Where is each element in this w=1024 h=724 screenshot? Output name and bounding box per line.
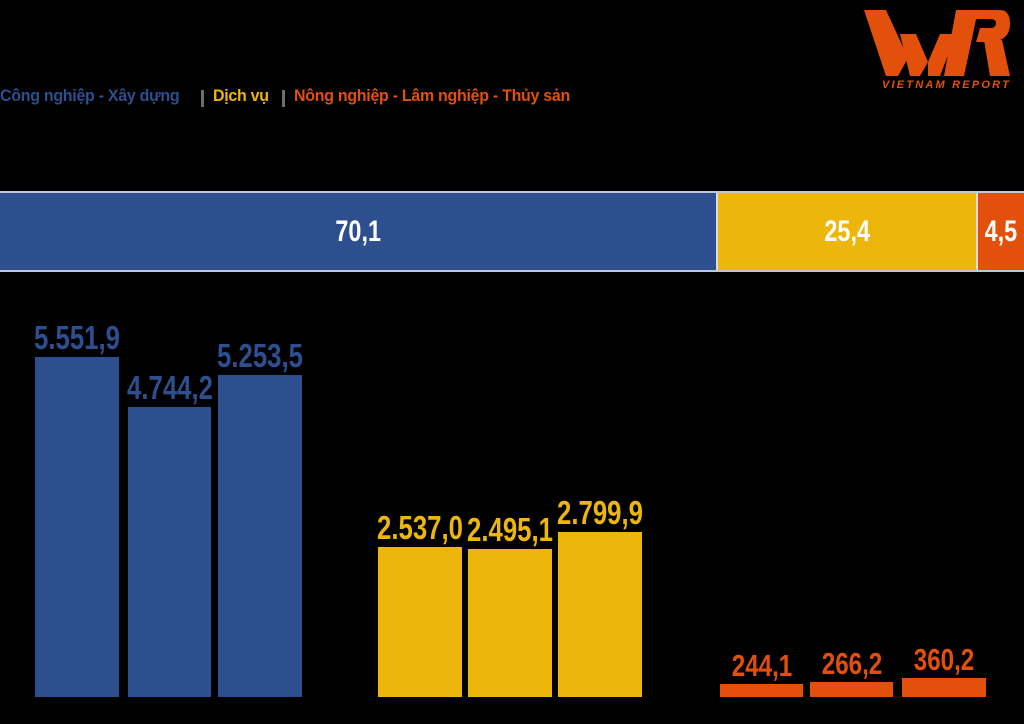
bar-fill-yellow-2 bbox=[468, 549, 552, 697]
bar-fill-orange-1 bbox=[720, 684, 803, 697]
bar-label-blue-3: 5.253,5 bbox=[217, 337, 303, 374]
bar-fill-orange-2 bbox=[810, 682, 893, 697]
bar-label-yellow-2: 2.495,1 bbox=[467, 511, 553, 548]
bar-yellow-1[interactable]: 2.537,0 bbox=[377, 511, 463, 697]
vietnam-report-logo: VIETNAM REPORT bbox=[860, 6, 1010, 92]
bar-fill-blue-2 bbox=[128, 407, 211, 697]
bar-orange-1[interactable]: 244,1 bbox=[720, 650, 803, 697]
bar-yellow-3[interactable]: 2.799,9 bbox=[557, 496, 643, 697]
bar-label-yellow-3: 2.799,9 bbox=[557, 494, 643, 531]
stacked-segment-cong-nghiep[interactable]: 70,1 bbox=[0, 193, 718, 270]
legend-item-cong-nghiep-xay-dung[interactable]: Công nghiệp - Xây dựng bbox=[0, 86, 180, 105]
bar-blue-1[interactable]: 5.551,9 bbox=[34, 321, 120, 697]
grouped-column-chart: 5.551,9 4.744,2 5.253,5 2.537,0 2.495,1 … bbox=[0, 280, 1024, 724]
bar-label-blue-2: 4.744,2 bbox=[126, 369, 213, 406]
bar-fill-yellow-1 bbox=[378, 547, 462, 697]
bar-orange-2[interactable]: 266,2 bbox=[810, 648, 893, 697]
stacked-segment-label-cong-nghiep: 70,1 bbox=[335, 214, 381, 248]
bar-fill-orange-3 bbox=[902, 678, 986, 697]
bar-fill-blue-1 bbox=[35, 357, 119, 697]
stacked-percentage-bar: 70,1 25,4 4,5 bbox=[0, 191, 1024, 272]
legend-item-nong-lam-thuy-san[interactable]: Nông nghiệp - Lâm nghiệp - Thủy sản bbox=[294, 86, 571, 105]
legend-separator-1 bbox=[200, 89, 204, 107]
vnr-logo-icon: VIETNAM REPORT bbox=[864, 10, 1010, 91]
stacked-segment-label-nong-nghiep: 4,5 bbox=[984, 214, 1018, 248]
bar-orange-3[interactable]: 360,2 bbox=[902, 644, 986, 697]
bar-fill-yellow-3 bbox=[558, 532, 642, 697]
legend-item-dich-vu[interactable]: Dịch vụ bbox=[212, 86, 269, 105]
bar-label-orange-2: 266,2 bbox=[821, 646, 882, 681]
bar-label-yellow-1: 2.537,0 bbox=[377, 509, 463, 546]
logo-tagline-text: VIETNAM REPORT bbox=[882, 79, 1010, 91]
bar-label-orange-1: 244,1 bbox=[731, 648, 792, 683]
bar-label-orange-3: 360,2 bbox=[913, 642, 975, 677]
bar-blue-3[interactable]: 5.253,5 bbox=[217, 339, 303, 697]
bar-label-blue-1: 5.551,9 bbox=[34, 319, 120, 356]
legend-separator-2 bbox=[282, 89, 286, 107]
bar-blue-2[interactable]: 4.744,2 bbox=[127, 371, 212, 697]
bar-fill-blue-3 bbox=[218, 375, 302, 697]
bar-yellow-2[interactable]: 2.495,1 bbox=[467, 513, 553, 697]
legend: Công nghiệp - Xây dựng Dịch vụ Nông nghi… bbox=[0, 84, 588, 108]
stacked-segment-label-dich-vu: 25,4 bbox=[824, 214, 870, 248]
stacked-segment-nong-nghiep[interactable]: 4,5 bbox=[978, 193, 1024, 270]
stacked-segment-dich-vu[interactable]: 25,4 bbox=[718, 193, 978, 270]
